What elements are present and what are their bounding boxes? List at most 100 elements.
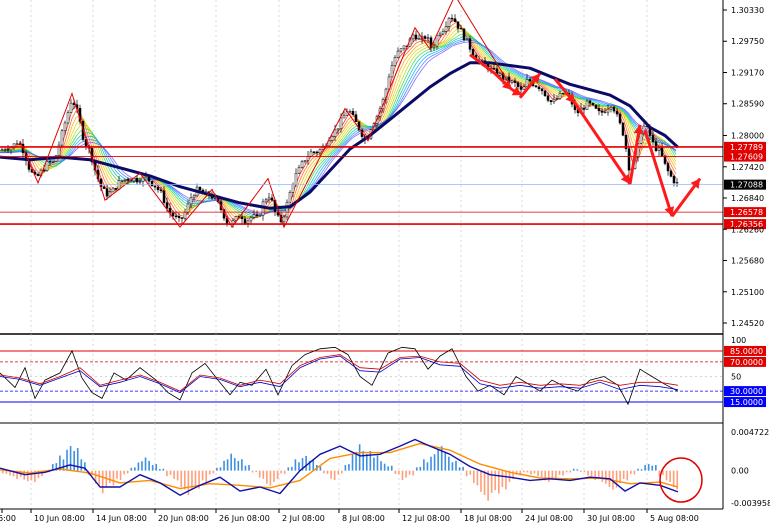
- macd-histogram-bar: [101, 470, 104, 494]
- macd-histogram-bar: [658, 470, 661, 477]
- macd-histogram-bar: [494, 470, 497, 491]
- candle-body: [447, 17, 451, 27]
- macd-histogram-bar: [569, 470, 571, 473]
- macd-histogram-bar: [55, 463, 58, 471]
- candle-body: [48, 161, 52, 163]
- time-label: 18 Jul 08:00: [464, 514, 512, 523]
- candle-body: [243, 218, 247, 224]
- macd-histogram-bar: [180, 470, 183, 487]
- time-label: 26 Jun 08:00: [219, 514, 270, 523]
- macd-histogram-bar: [380, 461, 382, 471]
- macd-panel[interactable]: 0.0047221 0.00 -0.0039584: [0, 423, 770, 509]
- candle-body: [639, 132, 643, 144]
- candle-body: [36, 173, 40, 176]
- candle-body: [180, 217, 184, 219]
- candle-body: [348, 111, 352, 113]
- macd-histogram-bar: [187, 470, 190, 496]
- macd-histogram-bar: [237, 460, 240, 471]
- macd-histogram-bar: [651, 465, 654, 471]
- macd-axis: 0.0047221 0.00 -0.0039584: [731, 428, 770, 508]
- macd-lines: [0, 438, 679, 496]
- time-label: 24 Jul 08:00: [525, 514, 573, 523]
- macd-histogram-bar: [605, 470, 607, 484]
- macd-histogram-bar: [126, 470, 129, 474]
- macd-histogram-bar: [262, 470, 265, 479]
- candle-body: [522, 86, 526, 90]
- macd-histogram-bar: [601, 470, 604, 482]
- projection-arrow-shaft: [628, 124, 642, 185]
- macd-histogram-bar: [173, 470, 175, 479]
- price-level-label: 1.26356: [730, 220, 763, 229]
- candle-body: [294, 173, 298, 185]
- candle-body: [198, 186, 202, 191]
- macd-histogram-bar: [266, 470, 268, 484]
- macd-histogram-bar: [387, 466, 389, 471]
- candle-body: [258, 215, 262, 217]
- macd-histogram-bar: [198, 470, 200, 489]
- projection-arrow-shaft: [573, 102, 632, 185]
- candle-body: [255, 214, 259, 216]
- rsi-level-tag: [724, 345, 766, 356]
- macd-histogram-bar: [233, 458, 236, 471]
- candle-body: [342, 115, 346, 119]
- macd-histogram-bar: [555, 470, 557, 478]
- projection-arrow-head: [620, 173, 630, 185]
- macd-histogram-bar: [191, 470, 193, 489]
- macd-histogram-bar: [483, 470, 486, 496]
- price-level-tag: [724, 207, 766, 218]
- candle-body: [171, 212, 175, 217]
- macd-histogram-bar: [473, 470, 475, 484]
- macd-histogram-bar: [458, 467, 461, 471]
- candle-body: [333, 129, 337, 137]
- macd-histogram-bar: [130, 467, 133, 471]
- rsi-panel[interactable]: 85.0000 70.0000 30.0000 15.0000 100 50: [0, 334, 766, 423]
- macd-histogram-bar: [251, 470, 254, 473]
- macd-histogram-bar: [430, 456, 432, 471]
- macd-histogram-bar: [37, 470, 40, 479]
- rsi-tick-label: 100: [731, 336, 746, 345]
- rsi-level-tag: [724, 386, 766, 397]
- macd-histogram-bar: [437, 449, 439, 471]
- candle-body: [3, 149, 7, 151]
- candle-body: [465, 38, 469, 41]
- candle-body: [351, 111, 355, 115]
- macd-histogram-bar: [176, 470, 179, 481]
- candle-body: [297, 167, 301, 174]
- macd-histogram-bar: [84, 462, 86, 471]
- projection-arrows[interactable]: [469, 53, 702, 218]
- candle-body: [441, 31, 445, 35]
- projection-arrow-head: [664, 206, 675, 217]
- macd-histogram-bar: [148, 460, 150, 471]
- candle-body: [15, 143, 19, 145]
- slow-ema-line: [0, 61, 680, 210]
- macd-histogram-bar: [194, 470, 197, 486]
- projection-arrow-head: [565, 93, 575, 104]
- macd-histogram-bar: [369, 450, 372, 471]
- macd-histogram-bar: [9, 470, 11, 476]
- candle-body: [663, 155, 667, 164]
- candle-body: [282, 216, 286, 223]
- candle-body: [666, 163, 670, 172]
- macd-histogram-bar: [155, 464, 158, 471]
- candle-body: [516, 82, 520, 87]
- macd-histogram-bar: [109, 470, 111, 484]
- candle-body: [537, 86, 541, 89]
- candle-body: [552, 98, 556, 103]
- macd-histogram-bar: [358, 444, 361, 471]
- candle-body: [138, 181, 142, 183]
- candle-body: [45, 161, 49, 171]
- macd-histogram-bar: [341, 470, 343, 474]
- candle-body: [546, 95, 550, 101]
- time-label: 20 Jun 08:00: [158, 514, 209, 523]
- candle-body: [525, 79, 529, 87]
- candle-body: [393, 57, 397, 66]
- macd-histogram-bar: [183, 470, 186, 490]
- candle-body: [609, 107, 613, 110]
- macd-histogram-bar: [637, 468, 639, 471]
- candle-body: [105, 188, 109, 197]
- candle-body: [189, 197, 193, 205]
